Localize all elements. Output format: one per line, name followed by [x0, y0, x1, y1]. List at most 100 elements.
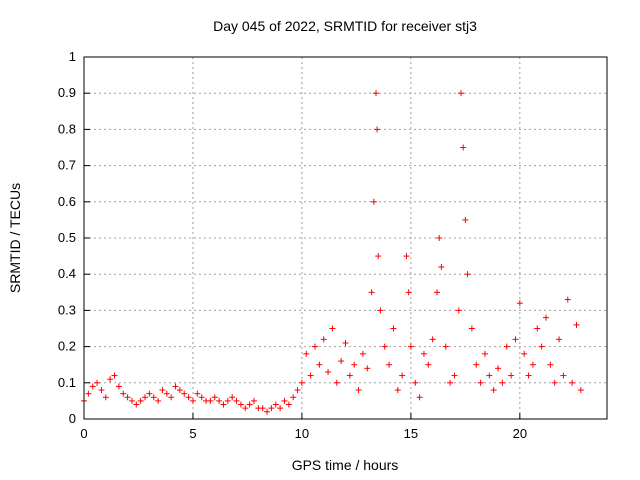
data-point: [268, 405, 275, 412]
data-point: [373, 90, 380, 97]
data-point: [542, 314, 549, 321]
y-tick-label: 0: [69, 411, 76, 426]
data-point: [198, 394, 205, 401]
data-point: [407, 343, 414, 350]
data-point: [272, 401, 279, 408]
data-point: [233, 397, 240, 404]
data-point: [155, 397, 162, 404]
axis-ticks: 0 5 10 15 20 0 0.1 0.2 0.3 0.4 0.5 0.6 0.7 0.8 0.9 1: [58, 49, 527, 441]
data-markers: [81, 90, 584, 415]
data-point: [107, 376, 114, 383]
data-point: [420, 350, 427, 357]
data-point: [346, 372, 353, 379]
data-point: [508, 372, 515, 379]
y-tick-label: 0.5: [58, 230, 76, 245]
data-point: [163, 390, 170, 397]
data-point: [377, 307, 384, 314]
data-point: [333, 379, 340, 386]
data-point: [115, 383, 122, 390]
y-tick-label: 0.3: [58, 302, 76, 317]
data-point: [534, 325, 541, 332]
data-point: [429, 336, 436, 343]
data-point: [320, 336, 327, 343]
data-point: [311, 343, 318, 350]
data-point: [512, 336, 519, 343]
data-point: [405, 289, 412, 296]
data-point: [556, 336, 563, 343]
data-point: [329, 325, 336, 332]
data-point: [137, 397, 144, 404]
data-point: [464, 271, 471, 278]
data-point: [434, 289, 441, 296]
data-point: [403, 253, 410, 260]
data-point: [237, 401, 244, 408]
data-point: [525, 372, 532, 379]
data-point: [242, 405, 249, 412]
data-point: [325, 368, 332, 375]
data-point: [224, 397, 231, 404]
data-point: [189, 397, 196, 404]
data-point: [89, 383, 96, 390]
data-point: [277, 405, 284, 412]
data-point: [481, 350, 488, 357]
chart-title: Day 045 of 2022, SRMTID for receiver stj…: [213, 18, 477, 34]
y-tick-label: 0.2: [58, 339, 76, 354]
data-point: [442, 343, 449, 350]
x-tick-label: 15: [404, 426, 418, 441]
data-point: [560, 372, 567, 379]
data-point: [102, 394, 109, 401]
data-point: [468, 325, 475, 332]
data-point: [416, 394, 423, 401]
data-point: [216, 397, 223, 404]
data-point: [368, 289, 375, 296]
data-point: [438, 263, 445, 270]
data-point: [285, 401, 292, 408]
data-point: [529, 361, 536, 368]
data-point: [176, 387, 183, 394]
data-point: [168, 394, 175, 401]
plot-frame: [83, 56, 608, 420]
data-point: [259, 405, 266, 412]
data-point: [547, 361, 554, 368]
data-point: [386, 361, 393, 368]
data-point: [399, 372, 406, 379]
data-point: [359, 350, 366, 357]
data-point: [294, 387, 301, 394]
data-point: [246, 401, 253, 408]
data-point: [290, 394, 297, 401]
data-point: [473, 361, 480, 368]
data-point: [486, 372, 493, 379]
data-point: [364, 365, 371, 372]
data-point: [229, 394, 236, 401]
data-point: [455, 307, 462, 314]
y-tick-label: 0.1: [58, 375, 76, 390]
data-point: [355, 387, 362, 394]
data-point: [375, 253, 382, 260]
data-point: [495, 365, 502, 372]
data-point: [394, 387, 401, 394]
data-point: [425, 361, 432, 368]
data-point: [120, 390, 127, 397]
data-point: [124, 394, 131, 401]
data-point: [307, 372, 314, 379]
data-point: [447, 379, 454, 386]
data-point: [264, 408, 271, 415]
data-point: [569, 379, 576, 386]
x-tick-label: 0: [80, 426, 87, 441]
grid-lines: [84, 57, 607, 419]
data-point: [390, 325, 397, 332]
data-point: [185, 394, 192, 401]
y-tick-label: 1: [69, 49, 76, 64]
y-axis-label: SRMTID / TECUs: [7, 183, 23, 293]
data-point: [538, 343, 545, 350]
data-point: [573, 321, 580, 328]
data-point: [172, 383, 179, 390]
data-point: [374, 126, 381, 133]
data-point: [98, 387, 105, 394]
data-point: [490, 387, 497, 394]
data-point: [451, 372, 458, 379]
y-tick-label: 0.8: [58, 121, 76, 136]
data-point: [146, 390, 153, 397]
data-point: [303, 350, 310, 357]
